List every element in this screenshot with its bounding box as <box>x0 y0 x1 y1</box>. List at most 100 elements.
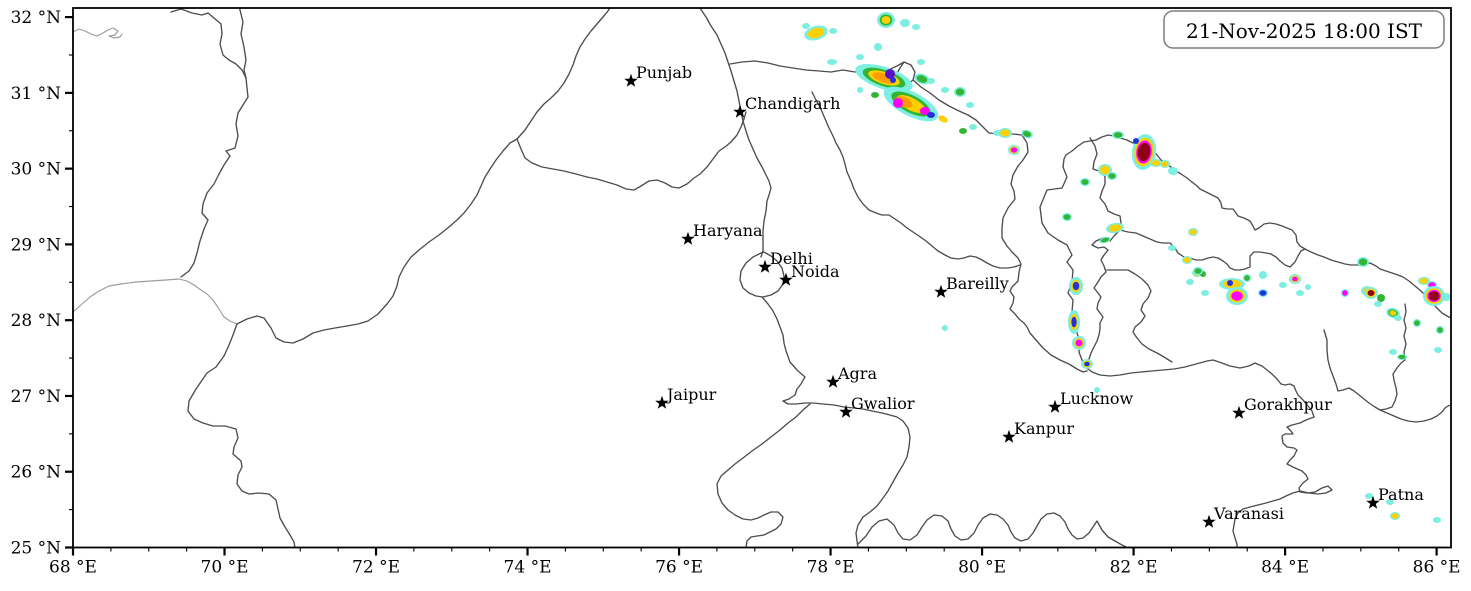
timestamp-badge: 21-Nov-2025 18:00 IST <box>1163 10 1445 49</box>
radar-echo <box>1201 290 1209 296</box>
city-star-icon <box>1232 405 1246 419</box>
radar-echo <box>1168 245 1176 251</box>
boundary-line <box>170 8 247 79</box>
city-label: Lucknow <box>1060 389 1134 408</box>
y-tick-label: 31 °N <box>11 84 62 104</box>
x-tick-label: 84 °E <box>1261 558 1309 578</box>
boundary-line <box>236 138 518 344</box>
radar-echo <box>1113 132 1123 138</box>
radar-echo <box>807 27 825 39</box>
radar-echo <box>1186 279 1194 285</box>
radar-echo <box>927 112 935 118</box>
boundary-line <box>699 8 772 258</box>
boundary-line <box>1323 303 1407 411</box>
city-marker-lucknow: Lucknow <box>1048 389 1134 413</box>
boundary-line <box>1106 269 1173 363</box>
radar-echo <box>1194 268 1202 274</box>
boundary-line <box>1379 404 1451 423</box>
boundary-line <box>73 278 238 325</box>
radar-echo <box>959 128 967 134</box>
radar-echo <box>966 102 974 108</box>
city-star-icon <box>1202 514 1216 528</box>
city-star-icon <box>624 73 638 87</box>
city-star-icon <box>1366 495 1380 509</box>
radar-echo <box>1183 257 1191 263</box>
radar-echo <box>1391 513 1399 519</box>
radar-echo <box>1259 290 1267 296</box>
boundary-line <box>1132 140 1451 319</box>
radar-echo <box>1133 138 1139 144</box>
city-marker-kanpur: Kanpur <box>1002 419 1074 443</box>
radar-echo <box>938 115 948 123</box>
radar-echo <box>1259 271 1267 279</box>
radar-echo <box>1296 290 1304 296</box>
boundary-line <box>1039 166 1315 418</box>
state-boundaries <box>73 8 1451 548</box>
radar-echo <box>1441 293 1451 301</box>
city-label: Bareilly <box>946 274 1009 293</box>
radar-echo <box>1161 161 1169 167</box>
radar-echo <box>1108 173 1116 179</box>
city-star-icon <box>934 284 948 298</box>
axis-major-ticks <box>65 15 1438 556</box>
boundary-line <box>187 323 296 548</box>
city-label: Varanasi <box>1213 504 1284 523</box>
radar-echo <box>1394 315 1402 321</box>
city-star-icon <box>733 104 747 118</box>
radar-echo <box>1100 237 1110 243</box>
radar-echo <box>1305 284 1311 290</box>
radar-echo <box>1434 347 1442 353</box>
radar-echo <box>912 24 920 30</box>
radar-echo <box>1398 354 1406 360</box>
radar-echo <box>1279 282 1287 288</box>
radar-echo <box>1022 131 1032 137</box>
radar-echo <box>872 72 896 84</box>
boundary-line <box>1062 134 1134 168</box>
radar-echo <box>1151 160 1161 166</box>
boundary-line <box>1232 416 1333 548</box>
radar-echo <box>955 88 965 96</box>
radar-echo <box>1389 310 1397 316</box>
boundary-line <box>73 27 123 39</box>
x-tick-label: 70 °E <box>201 558 249 578</box>
boundary-line <box>238 8 247 79</box>
city-label: Chandigarh <box>745 94 840 113</box>
boundary-line <box>716 403 811 548</box>
radar-echo <box>1000 129 1010 137</box>
city-marker-agra: Agra <box>826 364 877 388</box>
radar-echo <box>1084 361 1090 367</box>
x-tick-label: 72 °E <box>352 558 400 578</box>
city-label: Patna <box>1378 485 1424 504</box>
city-label: Haryana <box>693 221 763 240</box>
city-marker-gwalior: Gwalior <box>839 394 915 418</box>
radar-echo <box>1010 147 1018 153</box>
radar-echo <box>1244 275 1250 281</box>
radar-echo <box>927 78 935 84</box>
city-label: Agra <box>837 364 877 383</box>
radar-echo <box>1075 339 1083 347</box>
radar-echo <box>1231 291 1243 301</box>
city-marker-jaipur: Jaipur <box>655 385 717 409</box>
radar-echo <box>969 124 977 130</box>
boundary-line <box>180 77 249 278</box>
city-marker-patna: Patna <box>1366 485 1424 509</box>
radar-echo <box>1433 517 1441 523</box>
city-label: Gorakhpur <box>1244 395 1332 414</box>
plot-frame <box>72 7 1452 549</box>
city-star-icon <box>779 272 793 286</box>
y-tick-label: 26 °N <box>11 463 62 483</box>
boundary-line <box>811 91 1021 269</box>
city-star-icon <box>758 259 772 273</box>
radar-echo <box>890 77 896 83</box>
radar-echo <box>1071 316 1077 328</box>
radar-echo <box>1389 349 1397 355</box>
radar-echo <box>916 75 928 83</box>
radar-echo <box>1072 281 1080 291</box>
radar-echo <box>941 87 949 93</box>
y-tick-label: 29 °N <box>11 235 62 255</box>
radar-echo <box>1342 290 1348 296</box>
axis-minor-ticks <box>69 54 1400 552</box>
